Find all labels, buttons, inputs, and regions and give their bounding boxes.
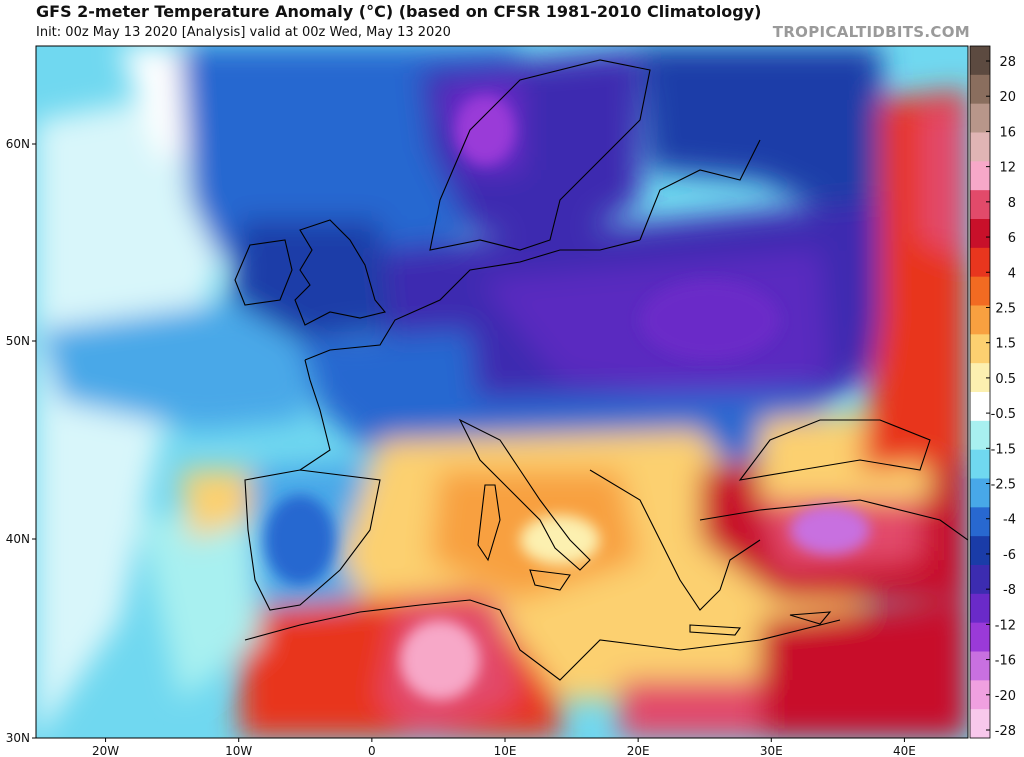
colorbar-swatch — [970, 74, 990, 105]
colorbar-swatch — [970, 680, 990, 710]
colorbar-label: 8 — [1008, 196, 1016, 211]
colorbar-swatch — [970, 420, 990, 451]
longitude-axis: 20W 10W 0 10E 20E 30E 40E — [92, 738, 916, 757]
map-title: GFS 2-meter Temperature Anomaly (°C) (ba… — [36, 2, 762, 21]
colorbar-swatch — [970, 593, 990, 624]
lon-tick-label: 0 — [368, 744, 376, 757]
colorbar-label: 0.5 — [995, 372, 1016, 387]
lat-tick-label: 50N — [6, 334, 30, 348]
brand-watermark: TROPICALTIDBITS.COM — [772, 23, 970, 41]
colorbar-label: -1.5 — [991, 442, 1016, 457]
colorbar-label: -6 — [1003, 548, 1016, 563]
colorbar-label: -2.5 — [991, 478, 1016, 493]
lat-tick-label: 40N — [6, 532, 30, 546]
colorbar-swatch — [970, 449, 990, 479]
anomaly-field — [36, 46, 968, 738]
colorbar-swatch — [970, 247, 990, 278]
colorbar-label: -4 — [1003, 513, 1016, 528]
lon-tick-label: 40E — [893, 744, 916, 757]
colorbar-label: -8 — [1003, 583, 1016, 598]
coastlines — [234, 59, 968, 681]
colorbar-label: -28 — [995, 724, 1016, 739]
colorbar-swatch — [970, 103, 990, 133]
colorbar-label: -12 — [995, 618, 1016, 633]
colorbar-swatch — [970, 651, 990, 681]
colorbar-swatch — [970, 392, 990, 422]
colorbar-label: 16 — [999, 125, 1016, 140]
colorbar-label: 4 — [1008, 266, 1016, 281]
lat-tick-label: 60N — [6, 137, 30, 151]
colorbar-label: 1.5 — [995, 337, 1016, 352]
colorbar-label: 12 — [999, 161, 1016, 176]
colorbar-swatch — [970, 219, 990, 249]
lat-tick-label: 30N — [6, 731, 30, 745]
colorbar-label: 6 — [1008, 231, 1016, 246]
lon-tick-label: 30E — [760, 744, 783, 757]
colorbar-swatch — [970, 190, 990, 220]
colorbar: 28 20 16 12 8 6 4 2.5 1.5 0.5 -0.5 -1.5 -2.5 -4 -6 -8 -1… — [969, 45, 1016, 739]
colorbar-frame — [969, 45, 991, 739]
colorbar-label: 2.5 — [995, 301, 1016, 316]
colorbar-swatch — [970, 565, 990, 595]
colorbar-swatch — [970, 46, 990, 76]
colorbar-swatch — [970, 305, 990, 335]
colorbar-swatch — [970, 478, 990, 508]
lon-tick-label: 20W — [92, 744, 119, 757]
colorbar-label: -16 — [995, 654, 1016, 669]
map-frame — [35, 45, 969, 739]
colorbar-swatch — [970, 161, 990, 191]
colorbar-label: -0.5 — [991, 407, 1016, 422]
colorbar-swatch — [970, 536, 990, 566]
colorbar-label: 28 — [999, 55, 1016, 70]
lon-tick-label: 20E — [627, 744, 650, 757]
colorbar-label: 20 — [999, 90, 1016, 105]
colorbar-swatch — [970, 276, 990, 306]
colorbar-swatch — [970, 132, 990, 162]
latitude-axis: 60N 50N 40N 30N — [6, 137, 36, 745]
colorbar-swatch — [970, 363, 990, 393]
colorbar-swatch — [970, 622, 990, 652]
colorbar-swatch — [970, 507, 990, 537]
lon-tick-label: 10E — [494, 744, 517, 757]
colorbar-label: -20 — [995, 689, 1016, 704]
map-subtitle: Init: 00z May 13 2020 [Analysis] valid a… — [36, 25, 451, 40]
colorbar-swatch — [970, 709, 990, 739]
colorbar-swatch — [970, 334, 990, 364]
lon-tick-label: 10W — [225, 744, 252, 757]
